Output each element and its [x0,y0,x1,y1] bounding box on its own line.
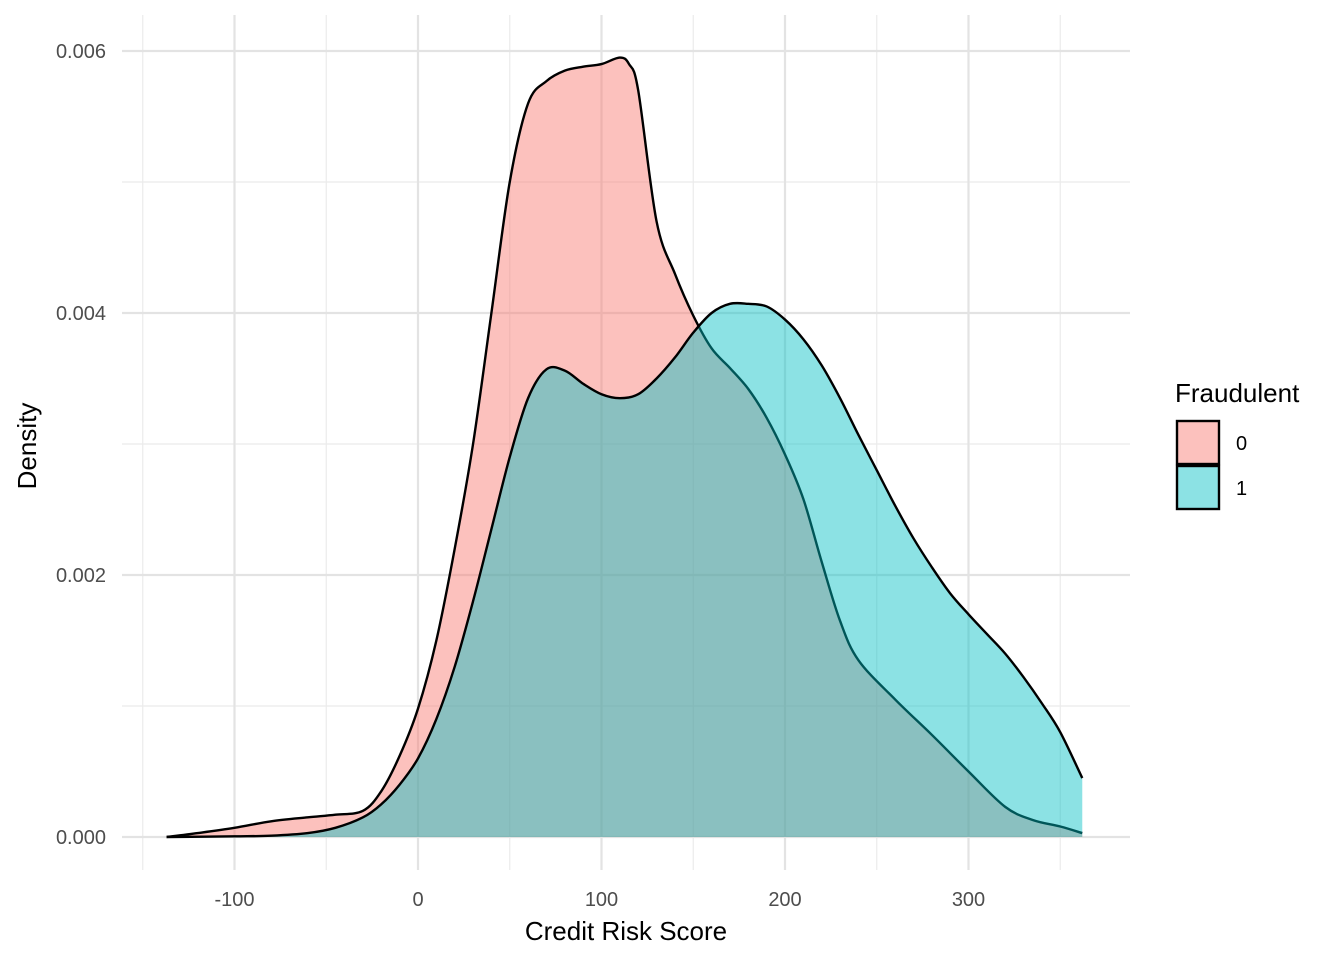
legend-label-1: 1 [1236,478,1247,500]
x-axis-title: Credit Risk Score [525,916,727,946]
density-curve-fraudulent-1 [166,301,1084,839]
y-axis-title: Density [12,403,42,490]
x-tick-label: 300 [952,889,985,911]
legend-key-0 [1175,419,1221,466]
y-tick-label: 0.000 [56,827,106,849]
density-curve-fraudulent-0 [166,56,1083,839]
y-tick-label: 0.002 [56,565,106,587]
density-areas [166,56,1084,839]
legend-key-1 [1175,464,1221,511]
y-tick-label: 0.004 [56,303,106,325]
density-area-fraudulent-1 [166,303,1083,838]
y-tick-label: 0.006 [56,41,106,63]
x-tick-label: 200 [768,889,801,911]
x-tick-label: 100 [585,889,618,911]
legend-label-0: 0 [1236,433,1247,455]
x-tick-label: 0 [412,889,423,911]
legend: Fraudulent 0 1 [1175,378,1300,511]
density-area-fraudulent-0 [166,57,1083,838]
x-tick-label: -100 [214,889,254,911]
grid-layer [122,15,1130,870]
legend-title: Fraudulent [1175,378,1300,408]
tick-labels: -100 0 100 200 300 0.000 0.002 0.004 0.006 [56,41,985,911]
